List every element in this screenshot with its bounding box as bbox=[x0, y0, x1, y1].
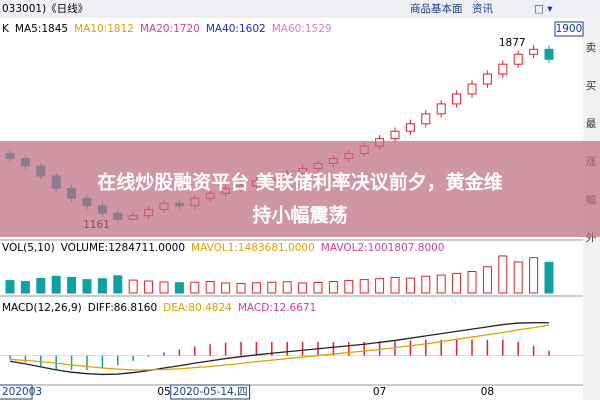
side-label: 买 bbox=[586, 80, 597, 92]
candle-body bbox=[513, 53, 523, 65]
banner-text: 在线炒股融资平台 美联储利率决议前夕，黄金维 bbox=[97, 171, 503, 194]
volume-bar bbox=[97, 278, 107, 294]
macd-line bbox=[9, 324, 550, 371]
volume-bar bbox=[267, 281, 277, 294]
volume-bar bbox=[452, 272, 462, 294]
date-label: 05 bbox=[157, 386, 170, 398]
price-box bbox=[554, 21, 584, 37]
volume-bar bbox=[113, 275, 123, 294]
volume-bar bbox=[190, 281, 200, 294]
candle-body bbox=[405, 123, 415, 132]
volume-bar bbox=[513, 261, 523, 294]
date-label: 08 bbox=[481, 386, 494, 398]
ma-legend: MA10:1812 bbox=[74, 23, 134, 35]
candle-body bbox=[390, 130, 400, 140]
volume-bar bbox=[421, 275, 431, 294]
side-label: 外 bbox=[586, 232, 597, 244]
volume-bar bbox=[205, 281, 215, 294]
volume-bar bbox=[82, 279, 92, 294]
volume-bar bbox=[282, 281, 292, 294]
volume-bar bbox=[51, 275, 61, 294]
banner-text: 持小幅震荡 bbox=[252, 204, 347, 227]
banner bbox=[0, 141, 600, 237]
volume-bar bbox=[159, 281, 169, 294]
volume-bar bbox=[436, 274, 446, 294]
volume-bar bbox=[375, 278, 385, 294]
candle-body bbox=[436, 103, 446, 115]
ma-legend: MA20:1720 bbox=[140, 23, 200, 35]
menu-item[interactable]: 商品基本面 bbox=[410, 2, 463, 15]
candle-body bbox=[482, 73, 492, 85]
volume-bar bbox=[36, 277, 46, 294]
volume-bar bbox=[328, 281, 338, 294]
candle-body bbox=[452, 93, 462, 105]
top-bar bbox=[0, 0, 600, 18]
macd-line bbox=[9, 322, 550, 376]
volume-bar bbox=[174, 282, 184, 294]
volume-bar bbox=[390, 276, 400, 294]
menu-item[interactable]: 资讯 bbox=[472, 2, 493, 15]
cursor-date-box bbox=[170, 384, 251, 400]
volume-bar bbox=[313, 281, 323, 294]
volume-bar bbox=[20, 281, 30, 294]
volume-bar bbox=[544, 261, 554, 294]
date-label: 2020-05-14,四 bbox=[173, 386, 248, 398]
candle-body bbox=[421, 113, 431, 125]
panel-legend: MACD(12,26,9) bbox=[2, 302, 82, 314]
ma-legend: MA5:1845 bbox=[15, 23, 68, 35]
date-label: 07 bbox=[373, 386, 386, 398]
candle-body bbox=[529, 48, 539, 55]
volume-bar bbox=[298, 282, 308, 294]
volume-bar bbox=[221, 282, 231, 294]
candle-body bbox=[467, 83, 477, 95]
volume-bar bbox=[251, 282, 261, 294]
window-title: 033001)《日线》 bbox=[2, 2, 88, 15]
volume-bar bbox=[529, 257, 539, 294]
volume-bar bbox=[67, 276, 77, 294]
candle-body bbox=[498, 63, 508, 75]
panel-legend: VOLUME:1284711.0000 bbox=[61, 242, 185, 254]
side-label: 最 bbox=[586, 118, 597, 130]
price-box-label: 1900 bbox=[556, 23, 583, 35]
volume-bar bbox=[144, 280, 154, 294]
date-label: 202003 bbox=[2, 386, 42, 398]
high-label: 1877 bbox=[499, 37, 526, 49]
volume-bar bbox=[5, 280, 15, 294]
ma-legend: K bbox=[2, 23, 10, 35]
panel-legend: MAVOL1:1483681.0000 bbox=[191, 242, 315, 254]
panel-legend: VOL(5,10) bbox=[2, 242, 55, 254]
candle-body bbox=[544, 48, 554, 60]
volume-bar bbox=[236, 282, 246, 294]
volume-bar bbox=[128, 279, 138, 294]
cursor-date-box bbox=[0, 384, 33, 400]
volume-bar bbox=[344, 280, 354, 294]
panel-legend: DEA:80.4824 bbox=[163, 302, 232, 314]
volume-bar bbox=[467, 271, 477, 294]
panel-legend: MACD:12.6671 bbox=[238, 302, 316, 314]
menu-item[interactable]: □ ▾ bbox=[534, 3, 553, 15]
panel-legend: DIFF:86.8160 bbox=[88, 302, 157, 314]
side-label: 卖 bbox=[586, 42, 597, 54]
volume-bar bbox=[498, 255, 508, 294]
ma-legend: MA40:1602 bbox=[206, 23, 266, 35]
panel-legend: MAVOL2:1001807.8000 bbox=[321, 242, 445, 254]
volume-bar bbox=[359, 279, 369, 294]
volume-bar bbox=[482, 266, 492, 294]
volume-bar bbox=[405, 277, 415, 294]
ma-legend: MA60:1529 bbox=[272, 23, 332, 35]
